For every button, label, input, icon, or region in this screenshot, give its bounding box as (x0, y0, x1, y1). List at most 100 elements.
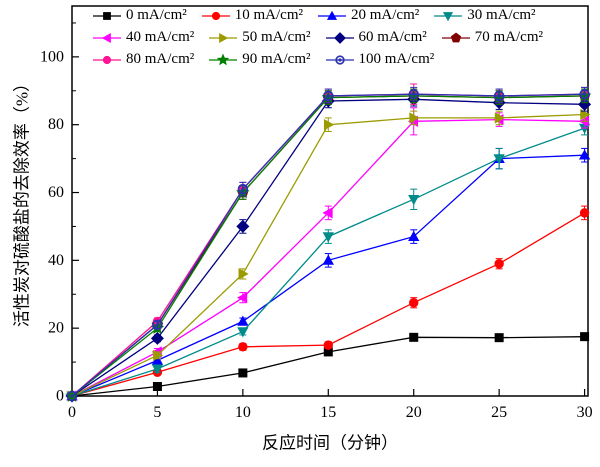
legend-item: 10 mA/cm² (201, 7, 303, 24)
legend-item: 90 mA/cm² (208, 51, 311, 68)
series-5 (67, 107, 591, 402)
legend-label: 70 mA/cm² (474, 29, 543, 45)
legend-marker-diamond-icon (325, 31, 354, 44)
data-point-marker (494, 112, 505, 124)
x-tick-label: 15 (320, 404, 336, 421)
data-point-marker (408, 88, 419, 100)
data-point-marker (409, 112, 420, 124)
data-point-marker (322, 254, 334, 265)
legend-item: 0 mA/cm² (92, 7, 187, 24)
legend-marker-triangle-up-icon (318, 10, 346, 20)
data-point-marker (153, 349, 164, 361)
legend-label: 80 mA/cm² (126, 51, 195, 67)
data-point-marker (323, 90, 334, 102)
data-point-marker (580, 332, 590, 342)
x-axis-label: 反应时间（分钟） (262, 433, 398, 453)
data-point-marker (102, 55, 112, 64)
legend-label: 20 mA/cm² (351, 7, 420, 23)
data-point-marker (578, 149, 591, 160)
data-point-marker (236, 219, 250, 233)
legend-row: 0 mA/cm² 10 mA/cm² 20 mA/cm² 30 mA/cm² (92, 7, 543, 24)
data-point-marker (237, 292, 248, 304)
data-point-marker (323, 119, 335, 131)
legend-marker-circle-icon (201, 11, 230, 20)
legend-label: 50 mA/cm² (242, 29, 311, 45)
y-tick-label: 60 (48, 184, 64, 201)
legend-marker-triangle-left-icon (93, 32, 121, 43)
x-tick-label: 30 (577, 404, 593, 421)
data-point-marker (237, 327, 249, 338)
data-point-marker (217, 53, 230, 65)
series-10 (66, 86, 590, 402)
legend-marker-star-icon (209, 53, 238, 65)
y-tick-label: 40 (48, 252, 64, 269)
y-tick-label: 20 (48, 320, 64, 337)
series-2 (66, 147, 591, 401)
legend-item: 50 mA/cm² (208, 29, 311, 46)
data-point-marker (579, 88, 590, 100)
data-point-marker (494, 333, 504, 343)
data-point-marker (103, 11, 111, 20)
legend-item: 60 mA/cm² (325, 29, 427, 46)
legend-item: 30 mA/cm² (433, 7, 536, 24)
legend-label: 0 mA/cm² (126, 7, 187, 23)
x-tick-label: 0 (68, 404, 76, 421)
legend-label: 10 mA/cm² (234, 7, 303, 23)
x-tick-label: 20 (406, 404, 422, 421)
data-point-marker (237, 315, 249, 326)
data-point-marker (238, 342, 248, 352)
data-point-marker (334, 54, 345, 65)
legend-marker-pentagon-icon (441, 32, 470, 42)
data-point-marker (408, 194, 420, 206)
data-point-marker (494, 259, 504, 269)
legend-row: 80 mA/cm² 90 mA/cm² 100 mA/cm² (92, 51, 543, 68)
data-point-marker (66, 390, 78, 402)
data-point-marker (152, 319, 163, 331)
legend-label: 40 mA/cm² (126, 29, 195, 45)
legend-marker-square-icon (93, 11, 121, 20)
data-point-marker (211, 11, 220, 20)
data-point-marker (151, 354, 164, 365)
chart-legend: 0 mA/cm² 10 mA/cm² 20 mA/cm² 30 mA/cm² 40 mA… (92, 7, 543, 68)
legend-item: 70 mA/cm² (441, 29, 543, 46)
data-point-marker (323, 340, 333, 350)
data-point-marker (579, 208, 590, 218)
x-tick-label: 25 (491, 404, 507, 421)
legend-marker-circle-icon (93, 55, 121, 64)
data-point-marker (493, 154, 505, 165)
legend-item: 20 mA/cm² (317, 7, 419, 24)
data-point-marker (238, 368, 248, 378)
data-point-marker (580, 108, 591, 121)
data-point-marker (409, 332, 419, 342)
data-point-marker (409, 298, 419, 308)
plot-frame (71, 5, 589, 397)
data-point-marker (238, 268, 249, 280)
data-point-marker (322, 207, 333, 219)
legend-item: 100 mA/cm² (325, 51, 434, 68)
legend-label: 90 mA/cm² (242, 51, 311, 67)
legend-row: 40 mA/cm² 50 mA/cm² 60 mA/cm² 70 mA/cm² (92, 29, 543, 46)
legend-item: 40 mA/cm² (92, 29, 194, 46)
data-point-marker (443, 11, 454, 21)
x-tick-label: 5 (153, 404, 161, 421)
data-point-marker (150, 331, 164, 345)
data-point-marker (326, 10, 338, 20)
legend-label: 30 mA/cm² (467, 7, 536, 23)
data-point-marker (152, 382, 162, 392)
data-point-marker (322, 232, 334, 243)
data-point-marker (101, 32, 111, 43)
data-point-marker (151, 364, 164, 375)
data-point-marker (450, 32, 461, 42)
data-point-marker (219, 32, 229, 43)
x-tick-label: 10 (235, 404, 251, 421)
y-tick-label: 100 (40, 48, 64, 65)
legend-item: 80 mA/cm² (92, 51, 194, 68)
legend-marker-triangle-down-icon (434, 11, 463, 21)
y-axis-label: 活性炭对硫酸盐的去除效率（%） (12, 74, 32, 328)
y-tick-label: 80 (48, 116, 64, 133)
legend-marker-circle-dot-icon (325, 54, 354, 65)
data-point-marker (333, 31, 346, 44)
legend-marker-triangle-right-icon (209, 32, 238, 43)
